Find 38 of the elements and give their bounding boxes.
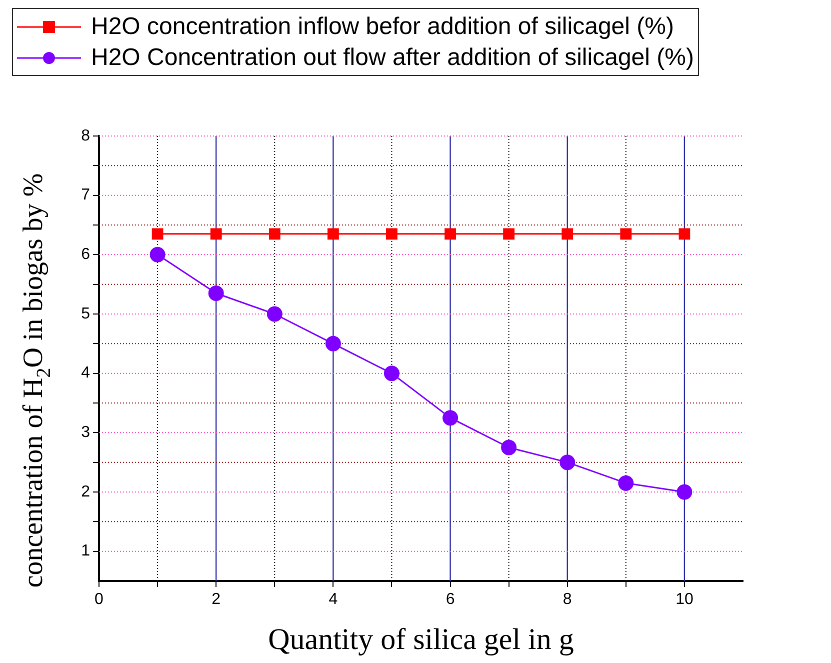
point [503, 228, 515, 240]
x-tick-label: 4 [328, 591, 338, 608]
point [501, 440, 517, 456]
x-tick-label: 8 [562, 591, 572, 608]
point [618, 475, 634, 491]
point [210, 228, 222, 240]
y-tick-label: 4 [81, 364, 90, 382]
y-axis-title: concentration of H2O in biogas by % [18, 173, 55, 588]
point [562, 228, 574, 240]
legend-label: H2O Concentration out flow after addition of silicagel (%) [91, 43, 694, 73]
point [266, 306, 282, 322]
point [327, 228, 339, 240]
point [268, 228, 280, 240]
x-tick-label: 0 [94, 591, 104, 608]
point [384, 366, 400, 382]
y-tick-label: 5 [81, 305, 90, 322]
point [560, 454, 576, 470]
point [676, 484, 692, 500]
y-tick-label: 3 [81, 424, 90, 442]
x-tick-label: 6 [446, 591, 455, 608]
y-tick-label: 7 [81, 186, 90, 204]
point [208, 285, 224, 301]
point [620, 228, 632, 240]
x-tick-label: 2 [212, 591, 221, 608]
y-tick-label: 1 [81, 542, 90, 560]
point [678, 228, 690, 240]
point [386, 228, 398, 240]
point [444, 228, 456, 240]
y-tick-label: 8 [81, 127, 90, 144]
point [152, 228, 164, 240]
point [442, 410, 458, 426]
legend-label: H2O concentration inflow befor addition of silicagel (%) [91, 12, 674, 42]
x-axis-title: Quantity of silica gel in g [268, 622, 574, 656]
point [325, 336, 341, 352]
y-tick-label: 2 [81, 483, 90, 500]
x-tick-label: 10 [676, 591, 694, 608]
y-tick-label: 6 [81, 246, 90, 264]
point [150, 246, 166, 262]
